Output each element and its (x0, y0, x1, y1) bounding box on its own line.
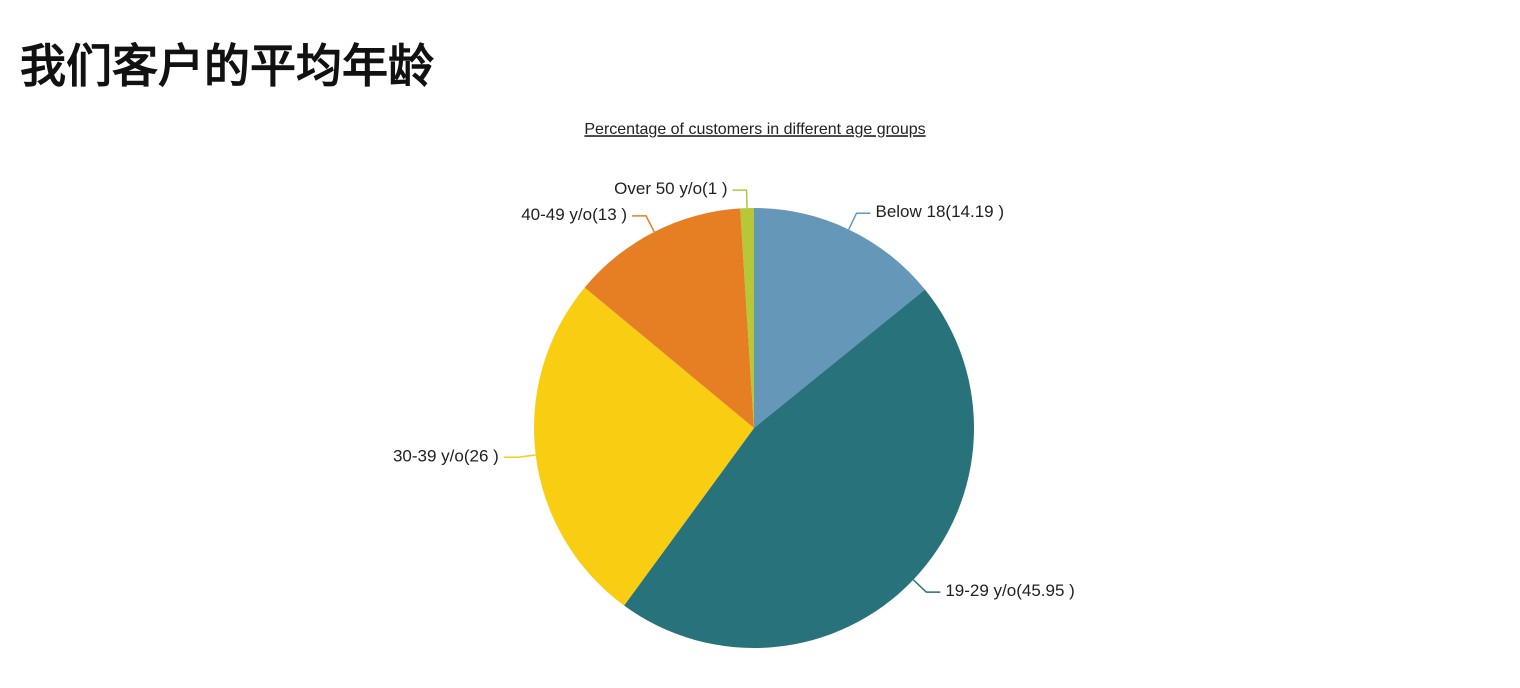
leader-line (732, 189, 748, 209)
slice-category: Below 18 (875, 203, 945, 222)
slice-label: 40-49 y/o(13 ) (521, 205, 627, 224)
slice-category: Over 50 y/o (614, 180, 702, 199)
slice-value-label: (26 ) (464, 447, 499, 466)
slice-label: Over 50 y/o(1 ) (614, 180, 727, 199)
slice-value-label: (1 ) (702, 180, 728, 199)
page-heading: 我们客户的平均年龄 (20, 39, 434, 93)
slice-category: 19-29 y/o (945, 582, 1016, 601)
slice-label: 30-39 y/o(26 ) (393, 447, 499, 466)
slice-category: 30-39 y/o (393, 447, 464, 466)
slice-value-label: (14.19 ) (945, 203, 1004, 222)
pie-slice (534, 287, 754, 606)
pie-slice (624, 289, 974, 648)
leader-line (848, 212, 871, 230)
slice-label: Below 18(14.19 ) (875, 203, 1004, 222)
pie-slice (754, 208, 926, 428)
slice-category: 40-49 y/o (521, 205, 592, 224)
slice-value-label: (13 ) (592, 205, 627, 224)
leader-line (912, 579, 941, 593)
slice-label: 19-29 y/o(45.95 ) (945, 582, 1074, 601)
leader-line (632, 215, 655, 233)
chart-title: Percentage of customers in different age… (584, 121, 925, 138)
leader-line (503, 454, 536, 459)
pie-slice (740, 208, 754, 428)
slice-value-label: (45.95 ) (1016, 582, 1075, 601)
pie-slice (584, 208, 754, 428)
